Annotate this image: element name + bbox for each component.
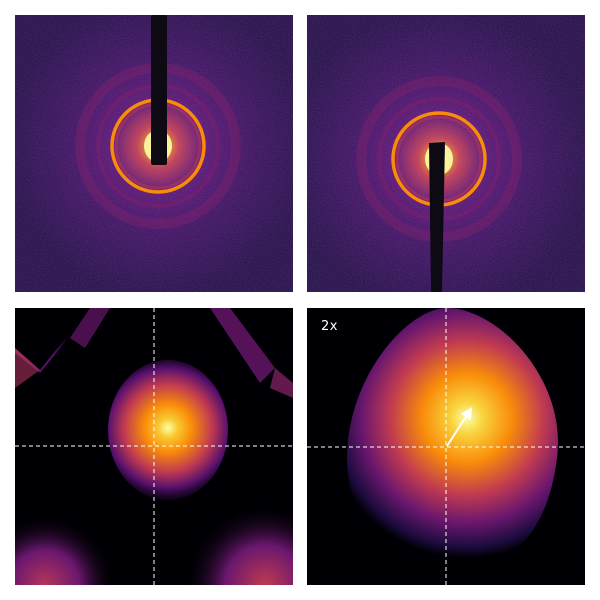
intensity-map-panel-bottom-right: 2x bbox=[307, 308, 585, 585]
beamstop bbox=[151, 15, 167, 165]
diffraction-image bbox=[307, 15, 585, 292]
intensity-map bbox=[15, 308, 293, 585]
diffraction-pattern-panel-top-right bbox=[307, 15, 585, 292]
magnification-label: 2x bbox=[321, 319, 338, 334]
offset-arrow bbox=[446, 406, 473, 447]
diffraction-pattern-panel-top-left bbox=[15, 15, 293, 292]
intensity-map bbox=[307, 308, 585, 585]
beamstop bbox=[429, 142, 445, 292]
intensity-map-panel-bottom-left bbox=[15, 308, 293, 585]
diffraction-image bbox=[15, 15, 293, 292]
